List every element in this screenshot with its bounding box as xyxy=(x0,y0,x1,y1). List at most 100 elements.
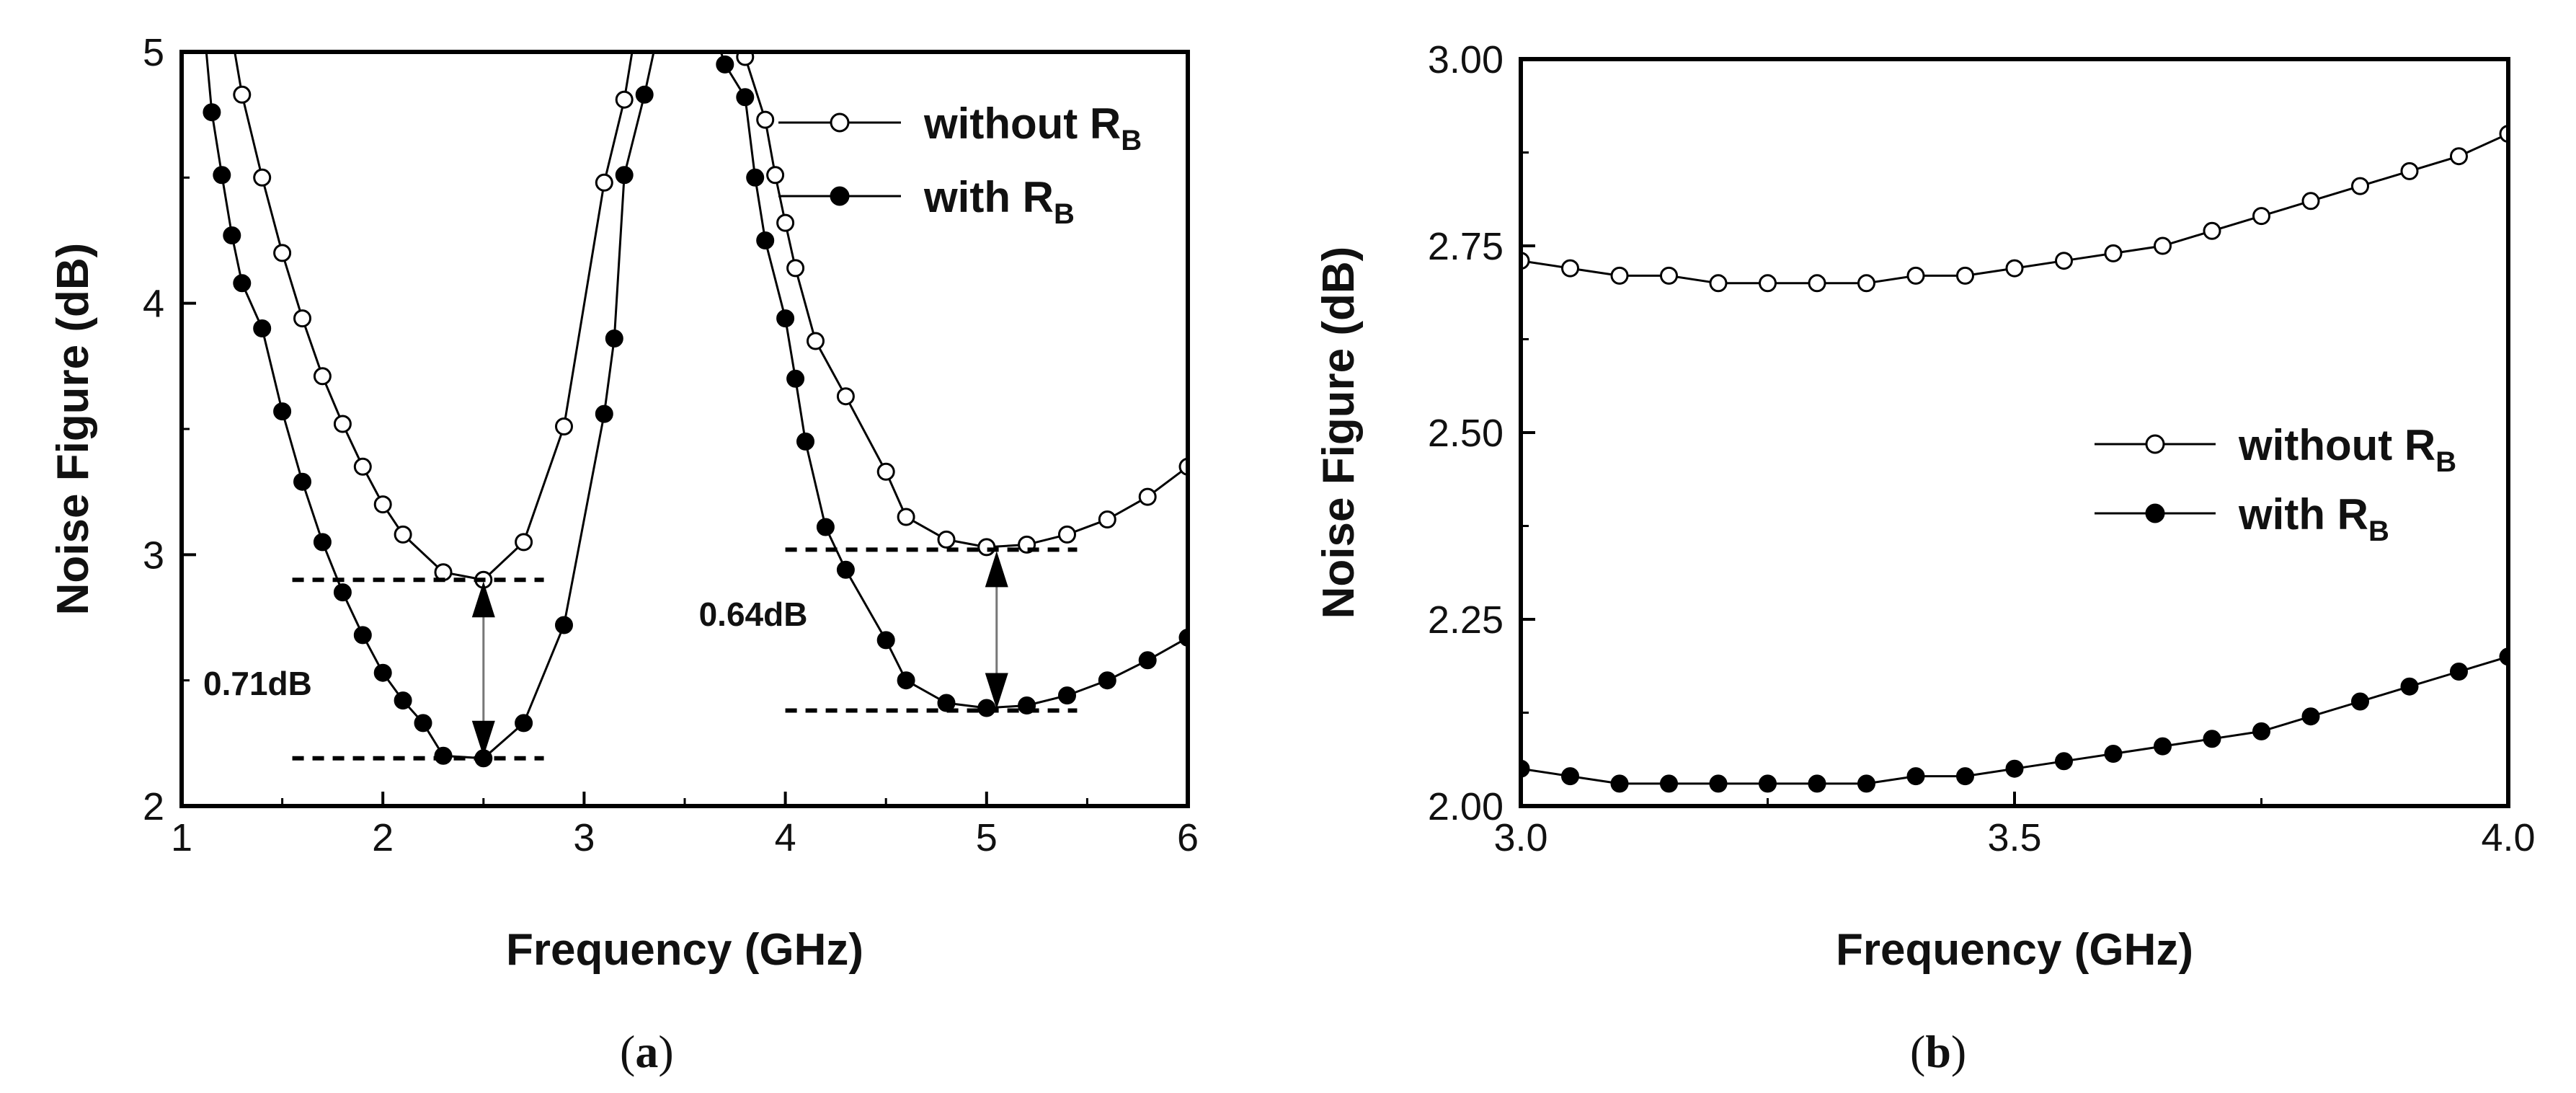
data-point-without-rb xyxy=(515,533,533,552)
data-point-with-rb xyxy=(1709,774,1728,793)
difference-annotation: 0.71dB xyxy=(203,578,544,761)
data-point-with-rb xyxy=(2055,752,2073,771)
data-point-without-rb xyxy=(1098,510,1116,528)
series-with-rb xyxy=(1521,647,2508,793)
data-point-without-rb xyxy=(2104,244,2123,262)
data-point-without-rb xyxy=(897,508,915,526)
data-point-with-rb xyxy=(353,626,372,645)
data-point-with-rb xyxy=(333,583,352,602)
data-point-without-rb xyxy=(555,417,573,435)
data-point-with-rb xyxy=(2351,692,2369,711)
data-point-without-rb xyxy=(1857,274,1875,293)
y-tick-label: 2.25 xyxy=(1428,598,1504,642)
y-tick-label: 2.75 xyxy=(1428,225,1504,268)
data-point-without-rb xyxy=(353,457,372,476)
data-point-with-rb xyxy=(1906,767,1925,786)
data-point-with-rb xyxy=(816,518,835,536)
arrow-head-down xyxy=(985,673,1008,709)
data-point-without-rb xyxy=(766,166,785,185)
data-point-with-rb xyxy=(1660,774,1678,793)
data-point-with-rb xyxy=(253,319,272,337)
data-point-without-rb xyxy=(977,538,996,557)
data-point-with-rb xyxy=(313,533,332,552)
data-point-without-rb xyxy=(273,244,292,262)
data-point-with-rb xyxy=(515,714,533,733)
legend-label-without-rb: without RB xyxy=(923,99,1142,156)
arrow-head-down xyxy=(471,720,495,757)
data-point-without-rb xyxy=(1906,266,1925,285)
data-point-with-rb xyxy=(595,404,613,423)
series-without-rb xyxy=(233,52,1188,589)
data-point-with-rb xyxy=(746,168,765,187)
data-point-with-rb xyxy=(2301,707,2320,726)
difference-label: 0.71dB xyxy=(203,665,312,702)
data-point-with-rb xyxy=(876,631,895,650)
data-point-without-rb xyxy=(736,52,755,66)
data-point-with-rb xyxy=(697,0,713,9)
data-point-with-rb xyxy=(1098,671,1116,690)
data-point-with-rb xyxy=(203,103,221,122)
data-point-without-rb xyxy=(595,173,613,192)
data-point-with-rb xyxy=(1058,686,1076,705)
data-point-without-rb xyxy=(253,168,272,187)
x-tick-label: 4 xyxy=(775,816,796,859)
data-point-without-rb xyxy=(1759,274,1777,293)
data-point-without-rb xyxy=(876,462,895,481)
data-point-with-rb xyxy=(434,746,453,765)
data-point-without-rb xyxy=(1808,274,1826,293)
difference-label: 0.64dB xyxy=(699,596,808,633)
data-point-without-rb xyxy=(836,387,855,406)
data-point-without-rb xyxy=(1709,274,1728,293)
x-tick-label: 2 xyxy=(372,816,394,859)
panel-a-annotations: 0.71dB 0.64dB xyxy=(203,547,1078,761)
data-point-with-rb xyxy=(194,0,210,9)
data-point-without-rb xyxy=(2055,252,2073,270)
y-tick-label: 3.00 xyxy=(1428,38,1504,81)
x-tick-label: 5 xyxy=(976,816,998,859)
data-point-with-rb xyxy=(2400,677,2419,696)
data-point-without-rb xyxy=(2154,236,2172,255)
x-tick-label: 3.5 xyxy=(1987,816,2041,859)
panel-a-plot-frame xyxy=(179,50,1190,808)
legend-label-with-rb: with RB xyxy=(923,173,1075,230)
y-tick-label: 5 xyxy=(143,31,164,74)
data-point-with-rb xyxy=(293,472,311,491)
data-point-with-rb xyxy=(1808,774,1826,793)
data-point-without-rb xyxy=(2252,207,2270,226)
data-point-without-rb xyxy=(2400,161,2419,180)
data-point-with-rb xyxy=(657,0,672,9)
data-point-with-rb xyxy=(756,231,775,249)
panel-a-x-axis-label: Frequency (GHz) xyxy=(506,925,863,975)
data-point-without-rb xyxy=(1138,487,1157,506)
data-point-without-rb xyxy=(776,213,795,232)
data-point-without-rb xyxy=(756,110,775,129)
data-point-with-rb xyxy=(555,616,573,634)
data-point-without-rb xyxy=(2203,221,2221,240)
data-point-without-rb xyxy=(2301,192,2320,211)
legend-label-with-rb: with RB xyxy=(2238,490,2389,547)
data-point-with-rb xyxy=(2104,745,2123,763)
data-point-without-rb xyxy=(1956,266,1974,285)
data-point-without-rb xyxy=(333,415,352,433)
data-point-without-rb xyxy=(394,525,412,544)
arrow-head-up xyxy=(985,551,1008,588)
x-tick-label: 4.0 xyxy=(2481,816,2535,859)
data-point-with-rb xyxy=(1759,774,1777,793)
panel-a-legend: without RB with RB xyxy=(778,99,1142,230)
data-point-with-rb xyxy=(2450,663,2468,681)
data-point-with-rb xyxy=(394,691,412,710)
data-point-without-rb xyxy=(313,367,332,386)
panel-b-caption: (b) xyxy=(1910,1026,1966,1077)
data-point-with-rb xyxy=(635,85,654,104)
y-tick-label: 2.50 xyxy=(1428,412,1504,455)
legend-marker-open-circle xyxy=(2145,434,2165,454)
panel-b-plot-area xyxy=(1521,125,2508,793)
data-point-with-rb xyxy=(796,432,814,451)
data-point-with-rb xyxy=(716,55,734,74)
arrow-head-up xyxy=(471,581,495,618)
series-with-rb xyxy=(194,0,1188,768)
data-point-without-rb xyxy=(2005,259,2024,278)
legend-marker-open-circle xyxy=(830,112,850,133)
